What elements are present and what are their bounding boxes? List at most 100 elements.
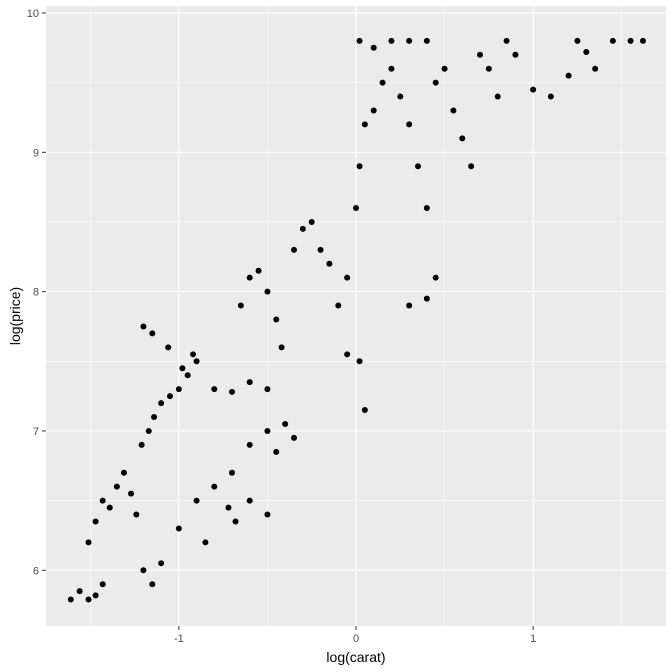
- data-point: [140, 323, 147, 330]
- data-point: [264, 511, 271, 518]
- data-point: [370, 107, 377, 114]
- data-point: [361, 121, 368, 128]
- data-point: [202, 539, 209, 546]
- data-point: [477, 51, 483, 58]
- data-point: [574, 37, 581, 44]
- data-point: [406, 121, 413, 128]
- data-point: [423, 295, 430, 302]
- data-point: [128, 490, 135, 497]
- data-point: [547, 93, 554, 100]
- y-tick-label: 6: [33, 565, 39, 577]
- data-point: [356, 163, 363, 170]
- data-point: [175, 525, 182, 532]
- data-point: [140, 567, 147, 574]
- data-point: [468, 163, 475, 170]
- data-point: [361, 407, 368, 414]
- data-point: [149, 330, 156, 337]
- data-point: [225, 504, 232, 511]
- data-point: [106, 504, 113, 511]
- data-point: [179, 365, 186, 372]
- data-point: [67, 596, 74, 603]
- data-point: [308, 218, 315, 225]
- data-point: [211, 386, 218, 393]
- data-point: [639, 37, 646, 44]
- data-point: [397, 93, 404, 100]
- data-point: [583, 48, 590, 55]
- data-point: [512, 51, 519, 58]
- data-point: [370, 44, 377, 51]
- data-point: [211, 483, 218, 490]
- data-point: [145, 427, 152, 434]
- data-point: [85, 596, 92, 603]
- data-point: [264, 386, 271, 393]
- data-point: [151, 414, 158, 421]
- data-point: [158, 400, 165, 407]
- data-point: [503, 37, 510, 44]
- y-tick-label: 7: [33, 426, 39, 438]
- data-point: [92, 592, 99, 599]
- x-axis-ticks: -1 0 1: [174, 626, 536, 645]
- data-point: [609, 37, 616, 44]
- data-point: [255, 267, 262, 274]
- major-gridlines: [46, 6, 666, 626]
- data-point: [193, 497, 200, 504]
- data-point: [273, 448, 280, 455]
- data-point: [167, 393, 173, 400]
- y-tick-label: 10: [27, 8, 39, 20]
- data-point: [441, 65, 448, 72]
- data-point: [193, 358, 200, 365]
- data-point: [344, 274, 351, 281]
- data-point: [406, 302, 413, 309]
- data-point: [232, 518, 239, 525]
- data-point: [565, 72, 572, 79]
- data-point: [530, 86, 537, 93]
- data-point: [85, 539, 92, 546]
- data-point: [149, 581, 156, 588]
- data-point: [432, 274, 439, 281]
- data-point: [282, 420, 289, 427]
- data-point: [246, 274, 253, 281]
- data-point: [415, 163, 421, 170]
- data-point: [353, 205, 359, 212]
- data-point: [246, 441, 253, 448]
- data-point: [229, 388, 235, 395]
- data-point: [356, 358, 363, 365]
- data-point: [423, 205, 430, 212]
- x-tick-label: 1: [530, 633, 536, 645]
- data-point: [264, 288, 271, 295]
- data-point: [388, 65, 395, 72]
- data-point: [175, 386, 182, 393]
- data-point: [459, 135, 466, 142]
- data-point: [388, 37, 395, 44]
- data-point: [120, 469, 127, 476]
- data-point: [592, 65, 599, 72]
- data-point: [432, 79, 439, 86]
- data-point: [406, 37, 413, 44]
- data-point: [450, 107, 457, 114]
- y-axis-title: log(price): [7, 287, 23, 345]
- data-point: [246, 497, 253, 504]
- data-point: [190, 351, 197, 358]
- x-axis-title: log(carat): [326, 649, 385, 665]
- data-point: [335, 302, 342, 309]
- data-point: [99, 497, 106, 504]
- data-point: [485, 65, 492, 72]
- data-point: [229, 469, 235, 476]
- data-point: [138, 441, 145, 448]
- x-tick-label: 0: [353, 633, 359, 645]
- scatter-points: [67, 37, 646, 603]
- data-point: [76, 588, 83, 595]
- data-point: [326, 260, 333, 267]
- data-point: [627, 37, 634, 44]
- data-point: [184, 372, 191, 379]
- data-point: [113, 483, 120, 490]
- data-point: [291, 246, 297, 253]
- y-tick-label: 8: [33, 287, 39, 299]
- y-tick-label: 9: [33, 147, 39, 159]
- data-point: [264, 427, 271, 434]
- data-point: [158, 560, 165, 567]
- y-axis-ticks: 6 7 8 9 10: [27, 8, 46, 577]
- data-point: [379, 79, 386, 86]
- data-point: [246, 379, 253, 386]
